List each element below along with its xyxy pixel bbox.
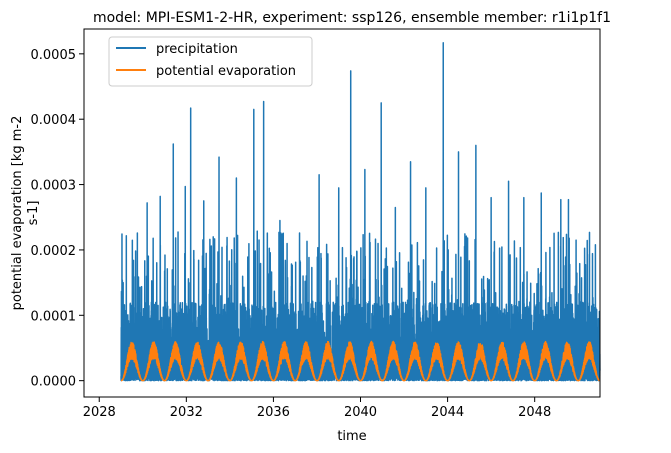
legend-label-potential-evaporation: potential evaporation [156,64,296,79]
series-line-precipitation [120,41,601,382]
y-tick-label: 0.0001 [31,309,77,324]
y-tick-label: 0.0002 [31,244,77,259]
chart-title: model: MPI-ESM1-2-HR, experiment: ssp126… [93,10,611,26]
x-axis: 2028 2032 2036 2040 2044 2048 [83,397,551,420]
y-axis-label-line-1: potential evaporation [kg m-2 [10,116,25,311]
legend-label-precipitation: precipitation [156,42,238,57]
y-tick-label: 0.0004 [31,113,77,128]
y-axis: 0.0000 0.0001 0.0002 0.0003 0.0004 0.0005 [31,48,84,390]
y-axis-label-line-2: s-1] [26,201,41,226]
y-tick-label: 0.0000 [31,375,77,390]
x-tick-label: 2036 [257,405,290,420]
y-tick-label: 0.0005 [31,48,77,63]
series-line-potential-evaporation [120,340,601,382]
x-axis-label: time [337,429,366,444]
x-tick-label: 2048 [518,405,551,420]
y-axis-label: potential evaporation [kg m-2 s-1] [10,116,41,311]
x-tick-label: 2032 [170,405,203,420]
x-tick-label: 2040 [344,405,377,420]
x-tick-label: 2028 [83,405,116,420]
x-tick-label: 2044 [431,405,464,420]
plot-area [120,41,601,382]
legend-box [108,36,313,87]
axes-frame [83,28,601,398]
legend: precipitation potential evaporation [108,36,313,87]
y-tick-label: 0.0003 [31,179,77,194]
